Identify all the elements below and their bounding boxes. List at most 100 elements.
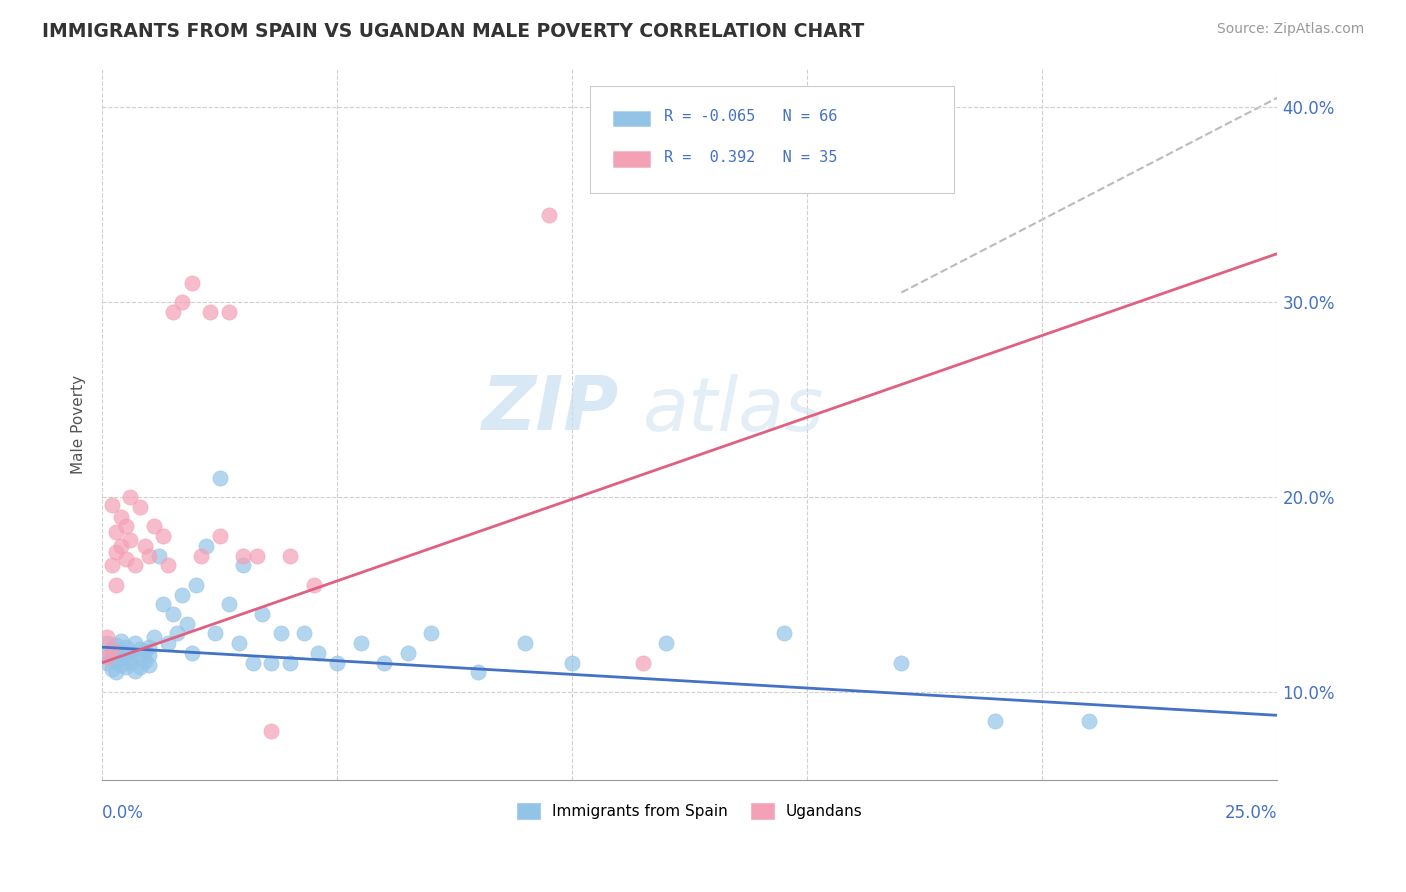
Point xyxy=(105,544,128,558)
Point xyxy=(134,644,156,658)
Point xyxy=(110,509,132,524)
Point xyxy=(124,636,146,650)
Point xyxy=(128,659,150,673)
Point xyxy=(128,649,150,664)
Text: ZIP: ZIP xyxy=(482,374,619,446)
Point xyxy=(890,656,912,670)
Point xyxy=(172,295,194,310)
Point xyxy=(114,640,136,654)
Point xyxy=(561,656,583,670)
Point xyxy=(772,626,794,640)
Point xyxy=(120,490,142,504)
Point xyxy=(114,519,136,533)
Point xyxy=(655,636,678,650)
Point xyxy=(105,654,128,668)
Point xyxy=(292,626,315,640)
Point xyxy=(228,636,250,650)
Point xyxy=(105,578,128,592)
Text: atlas: atlas xyxy=(643,374,824,446)
Point xyxy=(110,539,132,553)
Point xyxy=(142,519,165,533)
Point xyxy=(1078,714,1101,728)
Text: 0.0%: 0.0% xyxy=(103,805,143,822)
Point xyxy=(984,714,1007,728)
Point xyxy=(148,549,170,563)
Point xyxy=(138,640,160,654)
Point xyxy=(114,552,136,566)
Text: R =  0.392   N = 35: R = 0.392 N = 35 xyxy=(664,150,837,165)
Point xyxy=(157,636,180,650)
Point xyxy=(200,305,222,319)
Point xyxy=(142,631,165,645)
Point xyxy=(218,305,240,319)
Point xyxy=(105,665,128,680)
Point xyxy=(105,525,128,540)
Point xyxy=(172,588,194,602)
Point xyxy=(242,656,264,670)
Point xyxy=(208,529,231,543)
Point xyxy=(100,662,122,676)
Point xyxy=(124,664,146,678)
Point xyxy=(307,646,329,660)
Text: R = -0.065   N = 66: R = -0.065 N = 66 xyxy=(664,110,837,124)
Point xyxy=(96,646,118,660)
Point xyxy=(120,533,142,547)
Point xyxy=(100,498,122,512)
Point xyxy=(128,500,150,514)
Point xyxy=(515,636,537,650)
Text: IMMIGRANTS FROM SPAIN VS UGANDAN MALE POVERTY CORRELATION CHART: IMMIGRANTS FROM SPAIN VS UGANDAN MALE PO… xyxy=(42,22,865,41)
Point xyxy=(180,276,202,290)
Point xyxy=(138,657,160,672)
Point xyxy=(110,644,132,658)
Point xyxy=(278,656,301,670)
Point xyxy=(96,636,118,650)
Point xyxy=(110,634,132,648)
Point xyxy=(105,648,128,662)
Point xyxy=(120,646,142,660)
Point xyxy=(246,549,269,563)
Point xyxy=(204,626,226,640)
Point xyxy=(134,654,156,668)
Point xyxy=(218,597,240,611)
Text: Source: ZipAtlas.com: Source: ZipAtlas.com xyxy=(1216,22,1364,37)
Point xyxy=(120,652,142,666)
Point xyxy=(128,642,150,657)
Point xyxy=(537,208,560,222)
Legend: Immigrants from Spain, Ugandans: Immigrants from Spain, Ugandans xyxy=(510,797,869,825)
Point xyxy=(110,657,132,672)
Point xyxy=(467,665,489,680)
Point xyxy=(96,631,118,645)
Point xyxy=(157,558,180,573)
Y-axis label: Male Poverty: Male Poverty xyxy=(72,375,86,474)
Point xyxy=(100,642,122,657)
Point xyxy=(105,638,128,652)
Point xyxy=(138,648,160,662)
Point xyxy=(100,558,122,573)
Point xyxy=(114,659,136,673)
Point xyxy=(96,649,118,664)
Point xyxy=(180,646,202,660)
Point xyxy=(350,636,373,650)
Text: 25.0%: 25.0% xyxy=(1225,805,1278,822)
Point xyxy=(124,558,146,573)
Point xyxy=(260,656,283,670)
Point xyxy=(396,646,419,660)
Point xyxy=(114,648,136,662)
Point xyxy=(138,549,160,563)
Point xyxy=(278,549,301,563)
Point xyxy=(162,607,184,621)
Point xyxy=(96,656,118,670)
Point xyxy=(176,616,198,631)
Point xyxy=(232,558,254,573)
Point xyxy=(134,539,156,553)
Point xyxy=(100,642,122,657)
Point xyxy=(631,656,654,670)
FancyBboxPatch shape xyxy=(613,111,650,127)
Point xyxy=(270,626,292,640)
Point xyxy=(326,656,349,670)
Point xyxy=(232,549,254,563)
Point xyxy=(120,656,142,670)
Point xyxy=(100,649,122,664)
Point xyxy=(373,656,395,670)
Point xyxy=(110,649,132,664)
